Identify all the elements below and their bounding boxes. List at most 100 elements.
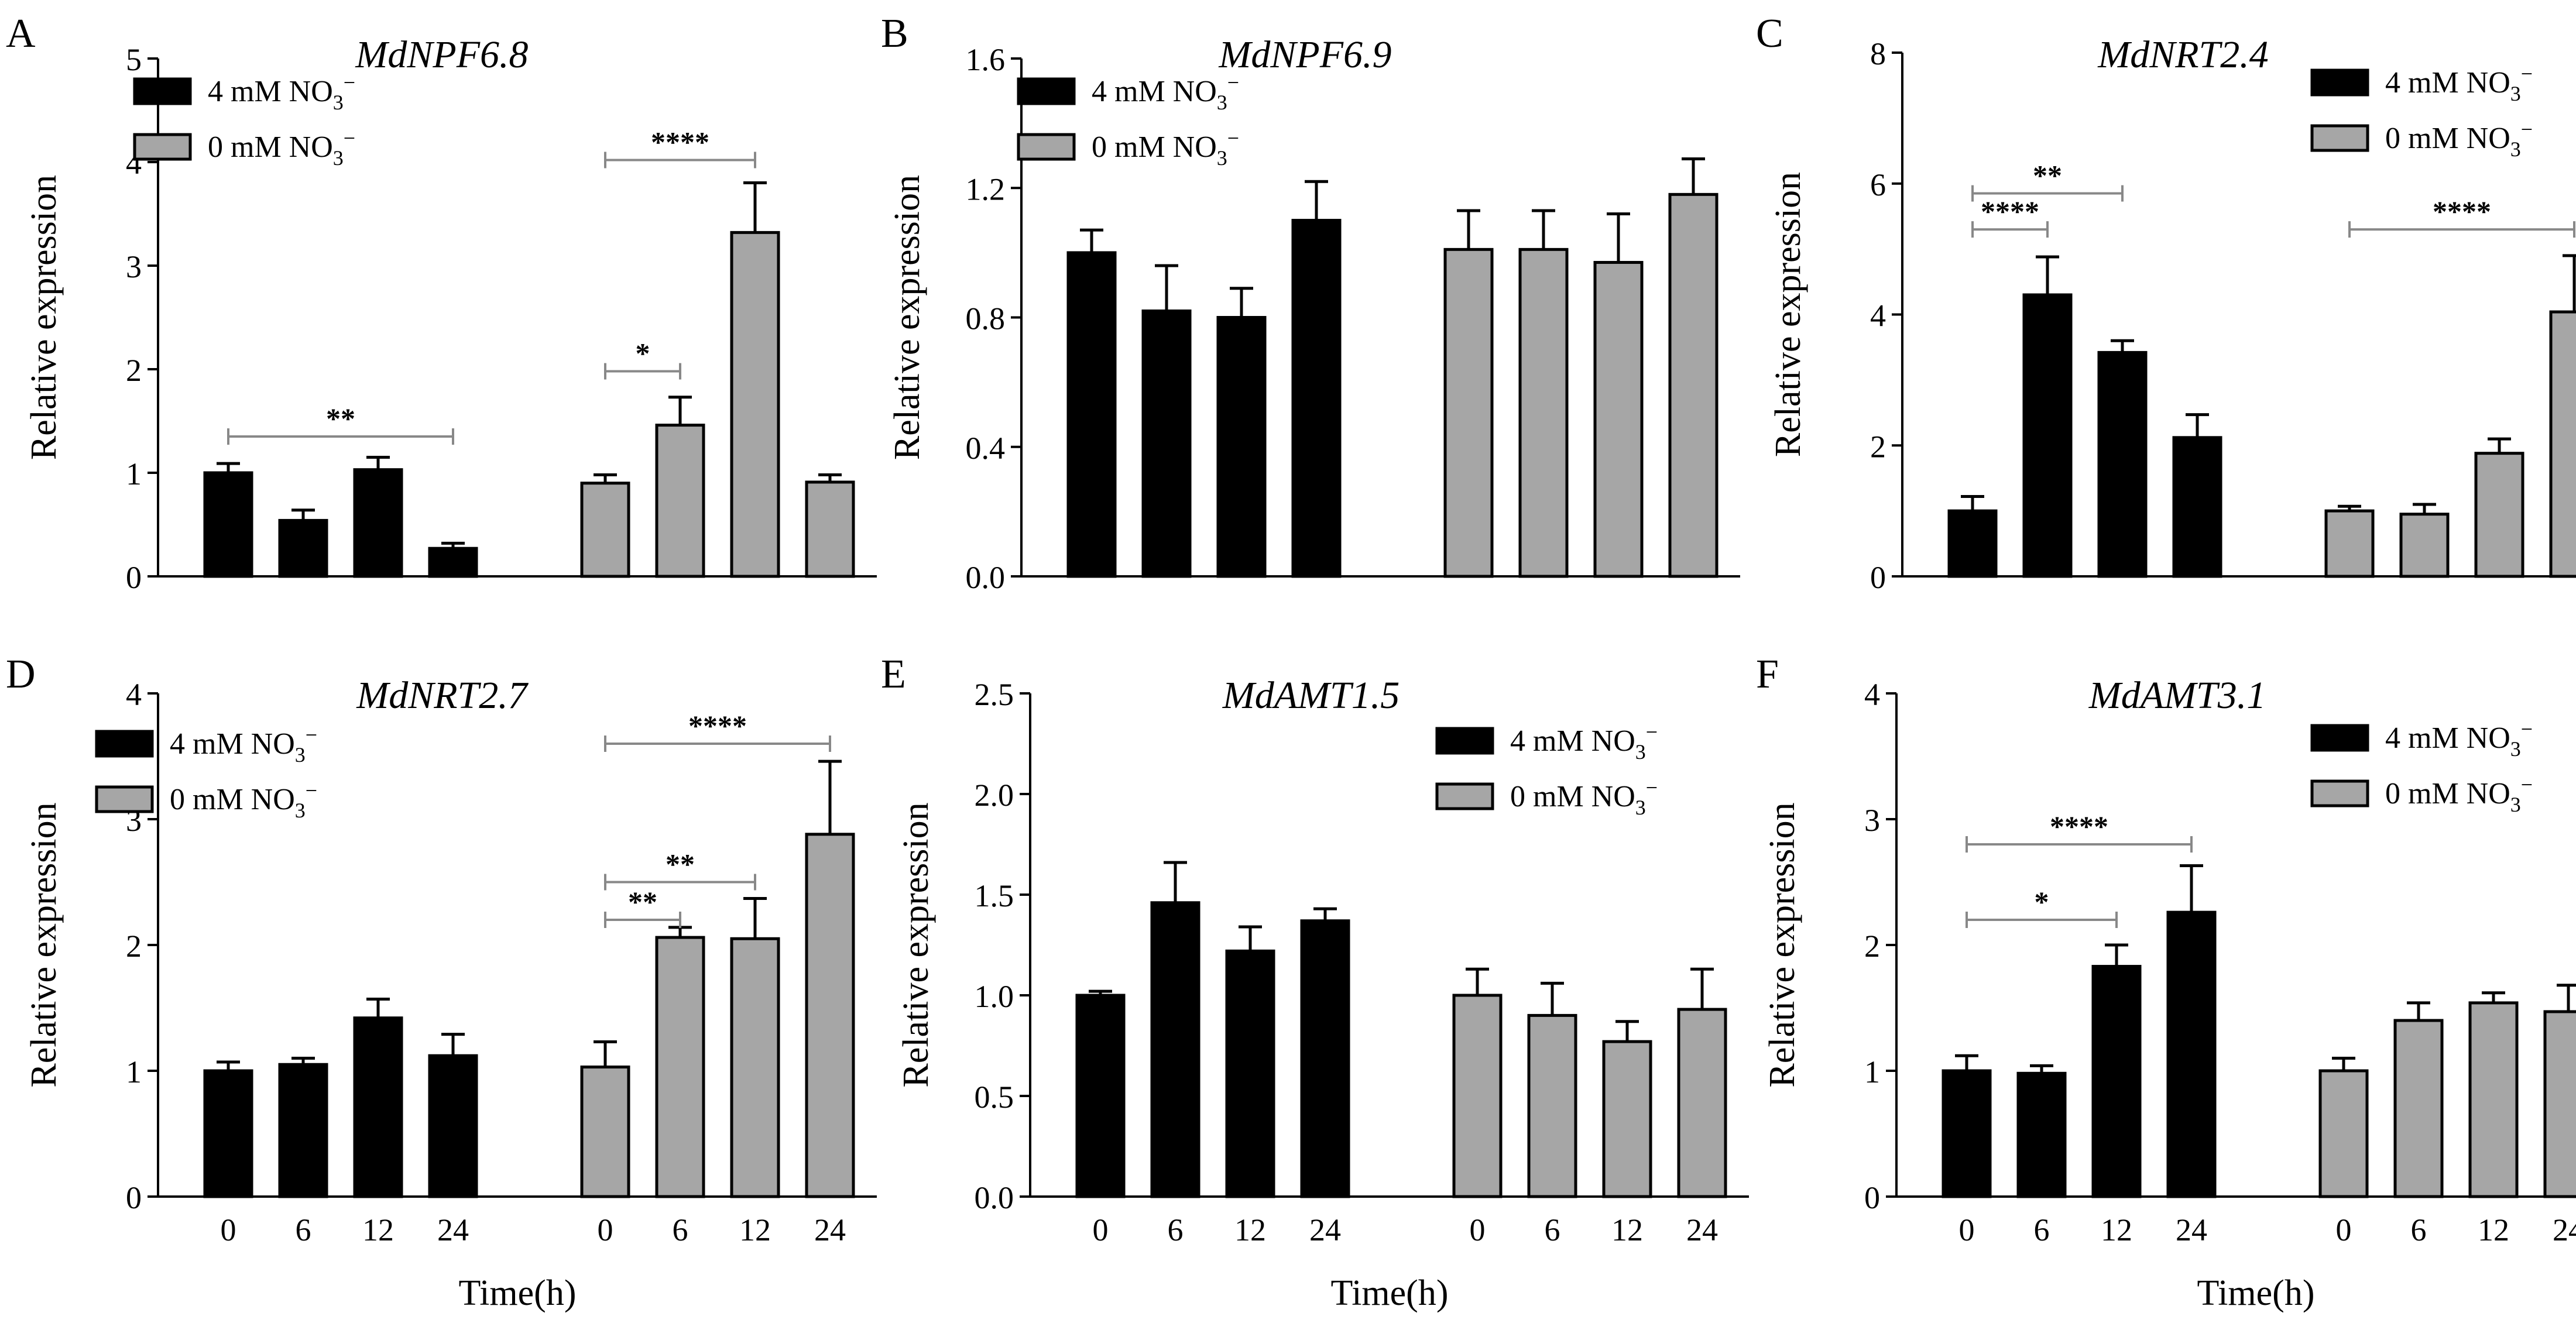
legend-swatch (133, 133, 192, 161)
legend-label-text: 0 mM NO (2385, 777, 2510, 810)
legend-swatch (2310, 724, 2369, 752)
legend-label: 4 mM NO3− (208, 71, 355, 114)
x-tick-label: 12 (2478, 1212, 2509, 1247)
legend-swatch (133, 77, 192, 105)
bar (2399, 513, 2450, 578)
y-tick-label: 1.0 (975, 979, 1014, 1014)
legend-label-text: 4 mM NO (2385, 66, 2510, 99)
x-tick-label: 0 (1470, 1212, 1486, 1247)
y-tick-label: 0 (1864, 1180, 1880, 1215)
x-tick-label: 0 (1959, 1212, 1975, 1247)
y-tick-label: 8 (1870, 36, 1886, 71)
legend-label-text: 0 mM NO (208, 130, 333, 164)
x-tick-label: 6 (1168, 1212, 1184, 1247)
significance-label: **** (1981, 195, 2039, 228)
legend-subscript: 3 (333, 91, 344, 114)
y-tick-label: 1.5 (975, 878, 1014, 913)
x-tick-label: 6 (673, 1212, 688, 1247)
bar (2474, 452, 2524, 578)
bar (1225, 949, 1275, 1198)
bar (580, 482, 630, 578)
legend-label-text: 0 mM NO (1092, 130, 1217, 164)
y-tick-label: 2.0 (975, 778, 1014, 813)
significance-label: ** (628, 885, 657, 918)
bar (428, 547, 478, 578)
x-axis-label: Time(h) (459, 1273, 577, 1313)
legend-superscript: − (2521, 62, 2533, 85)
legend-superscript: − (2521, 118, 2533, 141)
legend-label-text: 4 mM NO (208, 75, 333, 108)
bar (1291, 219, 1342, 578)
legend-label-text: 4 mM NO (1092, 75, 1217, 108)
legend-label: 0 mM NO3− (1092, 126, 1239, 170)
chart-title: MdAMT1.5 (1222, 674, 1400, 717)
panel-e: E MdAMT1.5 0.0 0.5 1.0 1.5 2.0 2.5 Relative expr… (881, 652, 1749, 1313)
legend-subscript: 3 (1217, 146, 1227, 170)
significance-label: **** (651, 125, 709, 158)
bar (278, 1063, 328, 1198)
legend-superscript: − (1227, 126, 1239, 150)
legend-label: 0 mM NO3− (170, 779, 317, 822)
bar (1518, 248, 1569, 578)
y-tick-label: 5 (126, 42, 142, 77)
significance-label: ** (666, 848, 695, 881)
x-tick-label: 6 (2034, 1212, 2050, 1247)
y-tick-label: 1.2 (966, 171, 1006, 207)
legend-swatch (1435, 782, 1494, 810)
legend-subscript: 3 (333, 146, 344, 170)
y-tick-label: 0.0 (975, 1180, 1014, 1215)
significance-label: **** (688, 709, 747, 742)
bar (2166, 910, 2217, 1198)
bar (2318, 1069, 2369, 1198)
legend-swatch (2310, 68, 2369, 97)
legend-superscript: − (344, 126, 355, 150)
legend-subscript: 3 (2510, 138, 2521, 161)
legend-swatch (95, 730, 154, 758)
legend-subscript: 3 (1635, 796, 1646, 819)
significance-label: **** (2433, 195, 2491, 228)
bar (580, 1066, 630, 1198)
x-tick-label: 24 (814, 1212, 846, 1247)
x-tick-label: 24 (1686, 1212, 1718, 1247)
bar (2097, 350, 2148, 578)
bar (2091, 965, 2142, 1198)
y-tick-label: 0.0 (966, 560, 1006, 595)
y-tick-label: 0 (126, 1180, 142, 1215)
y-tick-label: 4 (1870, 298, 1886, 334)
x-tick-label: 12 (1234, 1212, 1266, 1247)
legend-subscript: 3 (1635, 740, 1646, 764)
y-tick-label: 2 (126, 929, 142, 964)
y-axis-label: Relative expression (24, 175, 64, 460)
x-tick-label: 0 (221, 1212, 236, 1247)
panel-letter: F (1756, 652, 1779, 697)
panel-letter: C (1756, 11, 1783, 56)
panel-letter: B (881, 11, 908, 56)
y-axis-label: Relative expression (896, 802, 936, 1087)
y-tick-label: 2.5 (975, 677, 1014, 712)
bar (203, 1069, 253, 1198)
bar (1677, 1008, 1727, 1198)
x-tick-label: 12 (362, 1212, 394, 1247)
legend-label: 4 mM NO3− (1092, 71, 1239, 114)
y-tick-label: 4 (126, 677, 142, 712)
bar (353, 468, 403, 578)
legend-swatch (2310, 124, 2369, 152)
bar (655, 936, 705, 1198)
chart-title: MdAMT3.1 (2088, 674, 2266, 717)
y-tick-label: 4 (1864, 677, 1880, 712)
y-tick-label: 6 (1870, 167, 1886, 202)
legend-superscript: − (1646, 720, 1658, 744)
legend-superscript: − (344, 71, 355, 94)
bar (2016, 1071, 2067, 1198)
x-tick-label: 12 (2101, 1212, 2132, 1247)
legend-label: 4 mM NO3− (170, 723, 317, 767)
legend-label: 0 mM NO3− (1510, 776, 1658, 819)
legend-superscript: − (306, 779, 317, 802)
chart-title: MdNPF6.8 (355, 33, 528, 76)
y-tick-label: 1 (1864, 1054, 1880, 1090)
x-axis-label: Time(h) (2197, 1273, 2315, 1313)
y-tick-label: 1 (126, 1054, 142, 1090)
legend-superscript: − (2521, 717, 2533, 741)
